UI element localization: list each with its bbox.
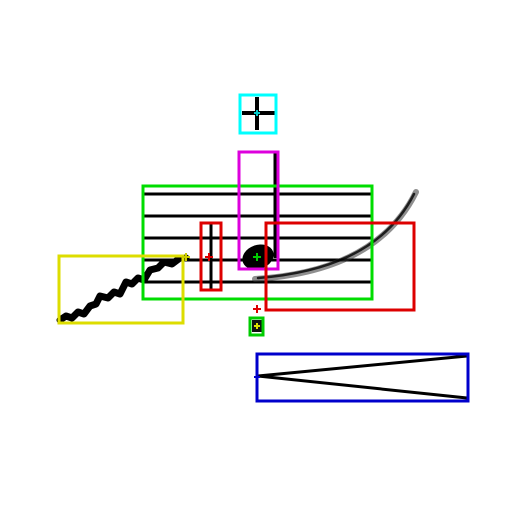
glyph-center-marker <box>254 323 260 329</box>
center-markers <box>182 110 261 380</box>
bar-line-center-marker <box>205 253 213 261</box>
trill-center-marker <box>182 253 190 261</box>
trill-wavy-line <box>56 254 190 324</box>
decrescendo-hairpin <box>256 354 469 400</box>
slur-curve-core <box>256 192 416 280</box>
cross-mark-box <box>238 93 278 135</box>
detection-boxes <box>57 93 470 403</box>
hairpin-center-marker <box>254 374 260 380</box>
staff-box <box>141 184 374 301</box>
bar-line-box <box>199 221 223 292</box>
slur-center-marker <box>253 305 261 313</box>
note-box <box>237 150 280 271</box>
note-center-marker <box>253 253 261 261</box>
trill-box <box>57 254 185 325</box>
slur-box <box>264 221 416 312</box>
cross-center-marker <box>254 110 260 116</box>
small-glyph-box <box>248 316 265 337</box>
